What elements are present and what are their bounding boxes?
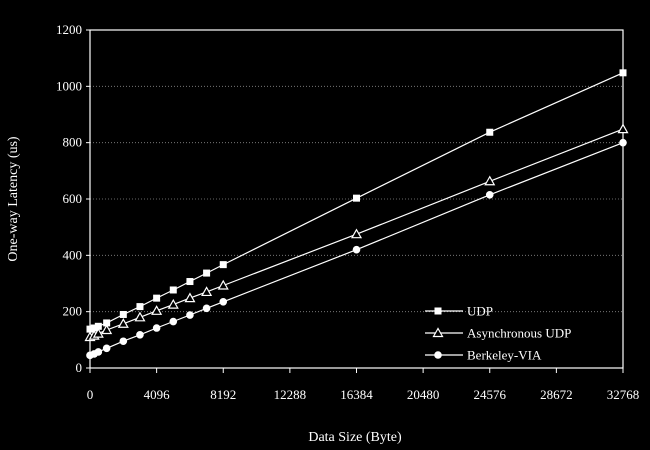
- legend-item-asynchronous-udp: Asynchronous UDP: [425, 326, 571, 341]
- x-tick-label: 28672: [540, 387, 573, 402]
- data-point-udp: [103, 319, 111, 327]
- data-point-asynchronous-udp: [350, 228, 363, 239]
- axis-ticks: 0 200 400 600 800 1000 1200 0 4096 8192 12288 16384…: [56, 22, 639, 402]
- data-point-asynchronous-udp: [151, 305, 163, 315]
- x-tick-label: 32768: [607, 387, 640, 402]
- legend-item-berkeley-via: Berkeley-VIA: [425, 348, 542, 363]
- x-tick-label: 20480: [407, 387, 440, 402]
- data-point-asynchronous-udp: [117, 318, 129, 328]
- x-tick-label: 8192: [210, 387, 236, 402]
- x-tick-label: 4096: [144, 387, 171, 402]
- data-point-asynchronous-udp: [167, 298, 179, 309]
- data-point-udp: [353, 194, 360, 202]
- data-point-asynchronous-udp: [92, 327, 104, 338]
- data-point-berkeley-via: [102, 344, 111, 353]
- data-point-udp: [619, 69, 627, 77]
- data-point-udp: [119, 310, 127, 318]
- data-point-berkeley-via: [119, 337, 128, 346]
- grid-lines: [90, 85, 623, 313]
- y-axis-title: One-way Latency (us): [6, 136, 21, 262]
- y-tick-label: 0: [76, 360, 83, 375]
- y-tick-label: 600: [63, 191, 83, 206]
- data-point-berkeley-via: [619, 138, 627, 147]
- chart-legend: UDP Asynchronous UDP Berkeley-VIA: [425, 304, 571, 363]
- data-point-asynchronous-udp: [201, 286, 213, 297]
- data-point-berkeley-via: [152, 324, 161, 332]
- data-point-asynchronous-udp: [217, 279, 229, 290]
- series-berkeley-via: [86, 138, 627, 360]
- data-point-asynchronous-udp: [101, 324, 113, 335]
- data-point-udp: [90, 324, 98, 332]
- x-tick-label: 16384: [340, 387, 373, 402]
- data-point-udp: [186, 278, 194, 286]
- data-point-udp: [136, 303, 144, 311]
- data-point-udp: [203, 269, 211, 277]
- data-point-asynchronous-udp: [617, 123, 629, 134]
- y-tick-label: 400: [63, 247, 83, 262]
- x-axis-title: Data Size (Byte): [308, 430, 402, 445]
- y-tick-label: 200: [63, 304, 83, 319]
- legend-item-udp: UDP: [425, 304, 493, 319]
- data-point-udp: [86, 325, 94, 333]
- data-point-berkeley-via: [186, 311, 194, 319]
- data-point-udp: [486, 128, 494, 136]
- series-asynchronous-udp: [84, 123, 629, 342]
- legend-marker-asynchronous-udp: [432, 327, 444, 338]
- legend-label-udp: UDP: [467, 304, 493, 319]
- y-tick-label: 1000: [56, 78, 82, 93]
- y-tick-label: 800: [63, 135, 83, 150]
- series-group: [84, 69, 629, 360]
- x-tick-label: 12288: [274, 387, 307, 402]
- data-point-asynchronous-udp: [484, 175, 496, 186]
- data-point-berkeley-via: [485, 190, 494, 199]
- legend-marker-berkeley-via: [434, 351, 442, 359]
- x-tick-label: 0: [87, 387, 94, 402]
- data-point-udp: [153, 294, 161, 302]
- data-point-berkeley-via: [136, 330, 144, 339]
- series-udp: [86, 69, 627, 333]
- data-point-berkeley-via: [169, 317, 178, 326]
- legend-label-berkeley-via: Berkeley-VIA: [467, 348, 542, 363]
- data-point-berkeley-via: [352, 245, 361, 254]
- data-point-berkeley-via: [219, 298, 228, 306]
- data-point-asynchronous-udp: [184, 292, 196, 303]
- legend-label-asynchronous-udp: Asynchronous UDP: [467, 326, 571, 341]
- data-point-udp: [94, 322, 102, 330]
- data-point-udp: [219, 261, 227, 269]
- data-point-udp: [169, 286, 177, 294]
- data-point-asynchronous-udp: [134, 311, 146, 322]
- x-tick-label: 24576: [474, 387, 507, 402]
- legend-marker-udp: [434, 307, 442, 315]
- data-point-berkeley-via: [202, 304, 211, 313]
- y-tick-label: 1200: [56, 22, 82, 37]
- data-point-berkeley-via: [94, 348, 103, 356]
